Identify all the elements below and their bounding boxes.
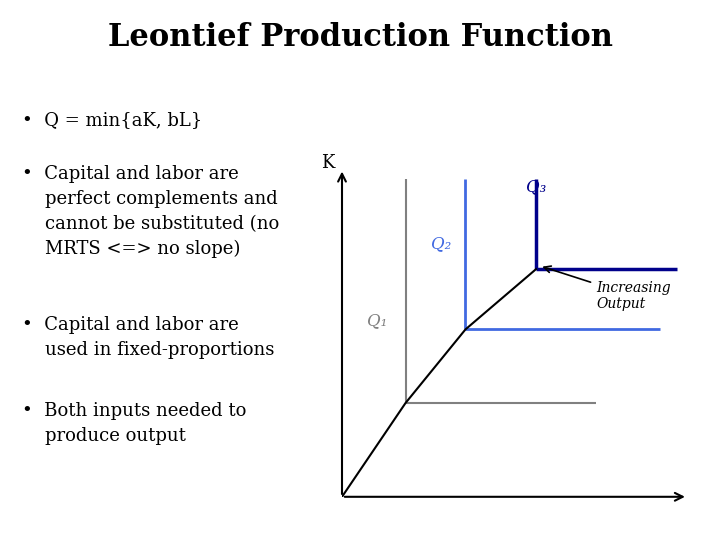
Text: Q₁: Q₁ [367, 313, 387, 329]
Text: Increasing
Output: Increasing Output [544, 266, 670, 311]
Text: •  Q = min{aK, bL}: • Q = min{aK, bL} [22, 111, 202, 129]
Text: Leontief Production Function: Leontief Production Function [107, 22, 613, 52]
Text: Q₂: Q₂ [431, 235, 451, 252]
Text: •  Both inputs needed to
    produce output: • Both inputs needed to produce output [22, 402, 246, 446]
Text: •  Capital and labor are
    used in fixed-proportions: • Capital and labor are used in fixed-pr… [22, 316, 274, 359]
Text: K: K [321, 154, 335, 172]
Text: Q₃: Q₃ [526, 179, 546, 195]
Text: •  Capital and labor are
    perfect complements and
    cannot be substituted (: • Capital and labor are perfect compleme… [22, 165, 279, 258]
